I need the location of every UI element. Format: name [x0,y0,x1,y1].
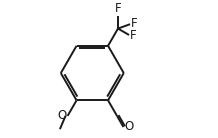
Text: F: F [130,29,137,42]
Text: F: F [115,2,121,15]
Text: O: O [58,109,67,122]
Text: O: O [124,120,134,133]
Text: F: F [131,17,138,30]
